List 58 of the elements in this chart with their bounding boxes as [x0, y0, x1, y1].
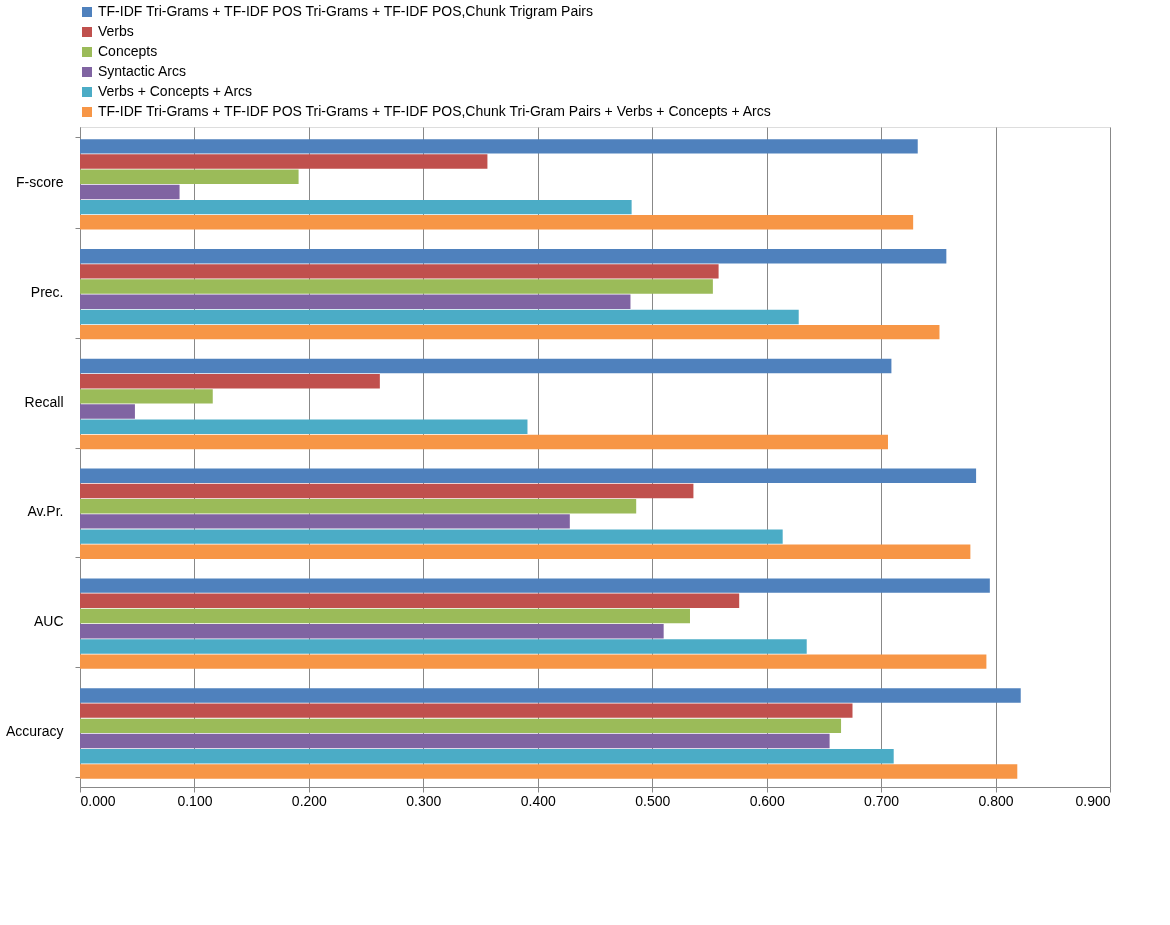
bar [80, 294, 631, 309]
bar [80, 199, 632, 215]
bar [80, 309, 799, 325]
x-tick-label: 0.800 [978, 792, 1014, 809]
y-tick-label: AUC [33, 613, 64, 630]
x-tick-label: 0.100 [177, 792, 213, 809]
bar [80, 419, 528, 434]
bar [80, 718, 842, 734]
bar [80, 749, 894, 764]
bar [80, 184, 180, 200]
y-tick-label: Recall [24, 393, 64, 410]
x-tick-label: 0.300 [406, 792, 442, 809]
legend-label: Verbs + Concepts + Arcs [98, 83, 253, 99]
legend-label: Syntactic Arcs [98, 63, 186, 79]
bar [80, 434, 888, 450]
bar [80, 279, 713, 294]
bar [80, 264, 719, 279]
y-tick-label: Accuracy [5, 723, 64, 740]
bar [80, 324, 940, 340]
legend-label: TF-IDF Tri-Grams + TF-IDF POS Tri-Grams + TF-IDF POS,Chunk Tri-Gram Pairs + Verbs + Concepts + Arcs [98, 103, 771, 119]
x-tick-label: 0.700 [864, 792, 900, 809]
bar [80, 733, 830, 749]
bar [80, 154, 488, 169]
legend-label: Verbs [98, 23, 134, 39]
bar [80, 215, 914, 230]
x-tick-label: 0.900 [1075, 792, 1111, 809]
bar [80, 373, 380, 389]
legend-label: TF-IDF Tri-Grams + TF-IDF POS Tri-Grams + TF-IDF POS,Chunk Trigram Pairs [98, 3, 593, 19]
bar [80, 483, 694, 499]
x-tick-label: 0.200 [291, 792, 328, 809]
bar [80, 593, 740, 609]
bar [80, 514, 570, 529]
x-tick-label: 0.400 [520, 792, 556, 809]
bar [80, 578, 990, 593]
bar [80, 608, 690, 624]
bar [80, 624, 664, 639]
y-tick-label: Prec. [30, 283, 64, 300]
bar [80, 358, 892, 374]
bar [80, 688, 1021, 703]
x-tick-label: 0.000 [80, 792, 116, 809]
x-tick-label: 0.600 [749, 792, 785, 809]
bar [80, 389, 213, 404]
y-tick-label: Av.Pr. [27, 503, 64, 520]
bar [80, 499, 637, 514]
bar [80, 404, 135, 419]
bar [80, 703, 853, 718]
y-tick-label: F-score [16, 173, 64, 190]
bar [80, 639, 807, 654]
bar [80, 248, 947, 264]
bar [80, 529, 783, 544]
bar [80, 468, 977, 484]
bar [80, 764, 1018, 779]
bar [80, 139, 918, 154]
x-tick-label: 0.500 [635, 792, 671, 809]
legend-label: Concepts [98, 43, 158, 59]
bar [80, 544, 971, 559]
bar [80, 654, 987, 669]
bar [80, 169, 299, 184]
